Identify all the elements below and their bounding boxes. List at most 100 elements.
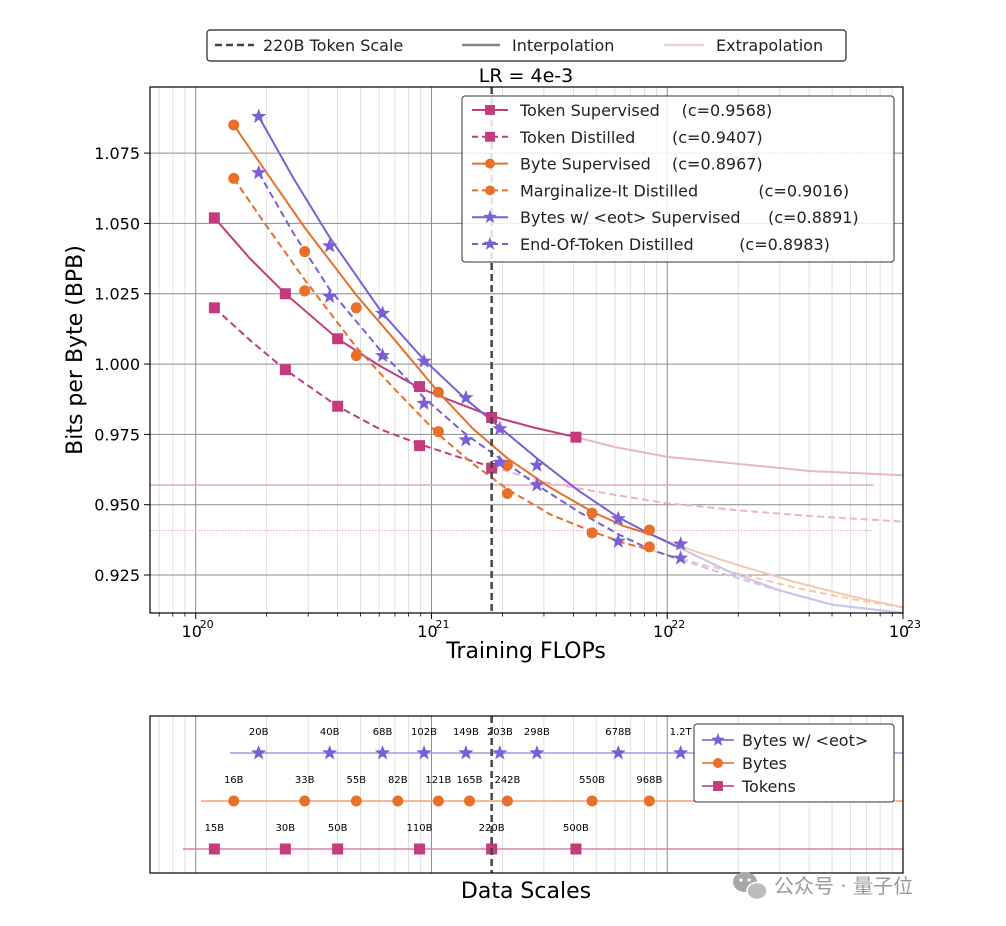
y-tick-label: 0.925 bbox=[94, 566, 140, 585]
y-tick-label: 1.025 bbox=[94, 285, 140, 304]
scale-point-tokens bbox=[570, 843, 582, 855]
data-point-byte-supervised bbox=[432, 386, 444, 398]
data-point-marginalize-it-distilled bbox=[299, 285, 311, 297]
scale-point-label: 50B bbox=[328, 823, 348, 834]
data-point-bytes-w-eot-supervised bbox=[458, 389, 474, 405]
extrapolation-line-end-of-token-distilled bbox=[680, 558, 904, 614]
scale-point-label: 121B bbox=[425, 775, 451, 786]
scale-point-label: 165B bbox=[457, 775, 483, 786]
legend-label-token-distilled: Token Distilled bbox=[519, 128, 635, 147]
bottom-legend-label-bytes: Bytes bbox=[742, 754, 787, 773]
data-point-marginalize-it-distilled bbox=[228, 172, 240, 184]
data-point-byte-supervised bbox=[228, 119, 240, 131]
scale-point-label: 678B bbox=[605, 727, 631, 738]
main-legend: Token Supervised (c=0.9568) Token Distille… bbox=[461, 95, 895, 263]
scale-point-bytes bbox=[392, 795, 404, 807]
data-point-end-of-token-distilled bbox=[416, 395, 432, 410]
data-point-marginalize-it-distilled bbox=[643, 541, 655, 553]
scale-point-label: 55B bbox=[347, 775, 367, 786]
legend-label-byte-supervised: Byte Supervised bbox=[520, 155, 651, 174]
legend-swatch-marker-byte-supervised bbox=[485, 158, 495, 169]
legend-coef-token-supervised: (c=0.9568) bbox=[682, 101, 773, 120]
extrapolation-line-marginalize-it-distilled bbox=[649, 548, 904, 609]
legend-coef-byte-supervised: (c=0.8967) bbox=[672, 155, 763, 174]
scale-point-bytes-w-eot bbox=[322, 745, 338, 760]
scale-point-bytes-w-eot bbox=[529, 745, 545, 760]
scale-point-label: 68B bbox=[373, 727, 393, 738]
data-point-bytes-w-eot-supervised bbox=[416, 353, 432, 368]
scale-point-tokens bbox=[414, 843, 426, 855]
top-legend: 220B Token Scale Interpolation Extrapola… bbox=[206, 29, 847, 62]
scale-point-label: 15B bbox=[205, 823, 225, 834]
data-point-end-of-token-distilled bbox=[374, 347, 391, 363]
main-legend-frame bbox=[461, 95, 895, 263]
data-point-bytes-w-eot-supervised bbox=[492, 420, 508, 436]
main-plot-frame bbox=[149, 86, 904, 614]
legend-swatch-marker-marginalize-it-distilled bbox=[485, 185, 495, 196]
scale-point-label: 550B bbox=[579, 775, 605, 786]
scale-point-label: 500B bbox=[563, 823, 589, 834]
y-tick-label: 1.075 bbox=[94, 144, 140, 163]
scale-point-bytes-w-eot bbox=[374, 745, 391, 760]
data-point-end-of-token-distilled bbox=[251, 164, 267, 180]
data-point-token-distilled bbox=[332, 400, 344, 412]
data-point-end-of-token-distilled bbox=[458, 432, 474, 447]
data-point-token-distilled bbox=[279, 364, 291, 376]
fit-line-end-of-token-distilled bbox=[257, 172, 681, 561]
main-chart-title: LR = 4e-3 bbox=[479, 65, 574, 87]
data-point-token-distilled bbox=[414, 440, 426, 452]
scale-point-bytes bbox=[432, 795, 444, 807]
scale-point-label: 298B bbox=[524, 727, 550, 738]
legend-label-marginalize-it-distilled: Marginalize-It Distilled bbox=[520, 181, 698, 200]
x-tick-exponent: 21 bbox=[435, 618, 449, 631]
data-point-byte-supervised bbox=[350, 302, 362, 314]
data-markers bbox=[208, 108, 689, 565]
data-point-bytes-w-eot-supervised bbox=[610, 510, 626, 526]
legend-coef-end-of-token-distilled: (c=0.8983) bbox=[739, 235, 830, 254]
scale-point-label: 20B bbox=[249, 727, 269, 738]
legend-swatch-marker-end-of-token-distilled bbox=[483, 236, 497, 250]
x-tick-label: 10 bbox=[653, 622, 673, 641]
legend-swatch-marker-token-distilled bbox=[485, 131, 495, 142]
scale-point-bytes-w-eot bbox=[416, 745, 432, 760]
scale-point-tokens bbox=[208, 843, 220, 855]
scale-point-bytes-w-eot bbox=[492, 745, 508, 760]
data-point-token-distilled bbox=[486, 462, 498, 474]
scale-point-bytes bbox=[501, 795, 513, 807]
data-point-token-distilled bbox=[208, 302, 220, 314]
scale-point-label: 1.2T bbox=[670, 727, 693, 738]
data-point-byte-supervised bbox=[501, 459, 513, 471]
scale-point-label: 30B bbox=[276, 823, 296, 834]
data-point-marginalize-it-distilled bbox=[501, 487, 513, 499]
main-y-axis: 0.925 0.950 0.975 1.000 1.025 1.050 1.075 bbox=[94, 144, 150, 585]
main-reference-lines bbox=[150, 484, 874, 532]
y-tick-label: 1.050 bbox=[94, 214, 140, 233]
scale-point-label: 40B bbox=[320, 727, 340, 738]
legend-swatch-marker-token-supervised bbox=[485, 105, 495, 115]
scale-point-bytes bbox=[350, 795, 362, 807]
scale-point-bytes-w-eot bbox=[251, 745, 267, 760]
top-legend-label-extrapolation: Extrapolation bbox=[716, 36, 823, 55]
bottom-legend-frame bbox=[693, 723, 895, 803]
data-point-token-supervised bbox=[279, 288, 291, 300]
scale-point-label: 102B bbox=[411, 727, 437, 738]
x-tick-exponent: 20 bbox=[200, 618, 214, 631]
scale-point-label: 242B bbox=[494, 775, 520, 786]
legend-label-token-supervised: Token Supervised bbox=[519, 101, 660, 120]
y-tick-label: 0.950 bbox=[94, 496, 140, 515]
scale-point-tokens bbox=[279, 843, 291, 855]
data-point-end-of-token-distilled bbox=[322, 288, 338, 303]
extrapolation-line-token-distilled bbox=[491, 465, 904, 523]
scale-point-label: 203B bbox=[487, 727, 513, 738]
legend-label-end-of-token-distilled: End-Of-Token Distilled bbox=[520, 235, 694, 254]
data-point-end-of-token-distilled bbox=[492, 454, 508, 469]
main-series-layer bbox=[208, 108, 904, 614]
wechat-icon bbox=[733, 872, 768, 901]
data-point-end-of-token-distilled bbox=[673, 550, 689, 565]
scale-point-label: 33B bbox=[295, 775, 315, 786]
data-point-bytes-w-eot-supervised bbox=[529, 457, 545, 472]
data-point-marginalize-it-distilled bbox=[350, 350, 362, 362]
y-tick-label: 0.975 bbox=[94, 425, 140, 444]
data-point-bytes-w-eot-supervised bbox=[673, 536, 689, 551]
